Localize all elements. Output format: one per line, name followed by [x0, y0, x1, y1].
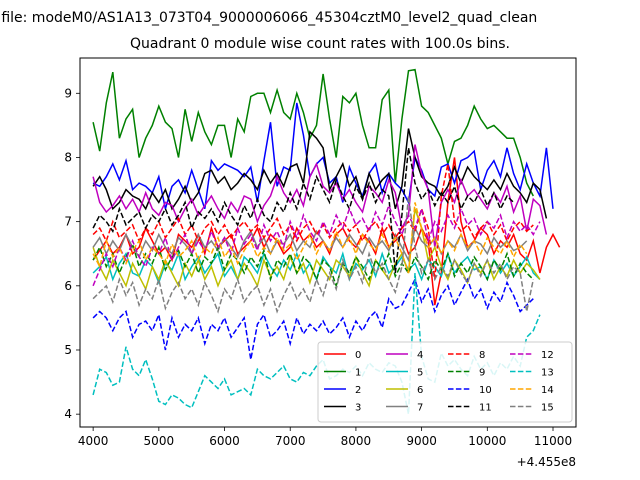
legend-label-10: 10	[479, 385, 492, 396]
legend-label-9: 9	[479, 368, 485, 379]
series-line-4	[92, 144, 548, 248]
series-line-1	[92, 68, 534, 197]
x-tick-label: 5000	[144, 434, 175, 448]
legend-label-1: 1	[355, 368, 361, 379]
x-tick-label: 9000	[406, 434, 437, 448]
x-tick-label: 7000	[275, 434, 306, 448]
x-tick-label: 10000	[468, 434, 506, 448]
y-tick-label: 5	[64, 343, 72, 357]
y-tick-label: 4	[64, 407, 72, 421]
series-line-14	[92, 202, 528, 274]
legend-label-4: 4	[417, 350, 423, 361]
series-line-12	[92, 203, 541, 287]
legend-label-11: 11	[479, 403, 492, 414]
x-tick-label: 11000	[534, 434, 572, 448]
series-line-10	[92, 277, 534, 360]
plot-frame	[79, 57, 577, 428]
legend-label-13: 13	[541, 368, 554, 379]
x-tick-label: 8000	[341, 434, 372, 448]
y-tick-label: 6	[64, 279, 72, 293]
x-offset-label: +4.455e8	[517, 455, 576, 469]
y-tick-label: 8	[64, 150, 72, 164]
x-tick-label: 6000	[209, 434, 240, 448]
legend-box	[317, 341, 573, 423]
legend-label-5: 5	[417, 368, 423, 379]
series-layer	[92, 68, 561, 415]
series-line-3	[92, 128, 548, 219]
y-tick-label: 9	[64, 86, 72, 100]
y-tick-label: 7	[64, 215, 72, 229]
axis-layer: 4000 5000 6000 7000 8000 9000 10000 11000 4 5 6 7 8 9	[64, 86, 572, 448]
series-line-2	[92, 102, 554, 210]
series-line-8	[92, 163, 534, 280]
legend-label-7: 7	[417, 403, 423, 414]
series-line-9	[92, 242, 534, 289]
chart-subtitle: Quadrant 0 module wise count rates with …	[130, 36, 510, 52]
legend-label-2: 2	[355, 385, 361, 396]
series-line-15	[92, 195, 535, 314]
legend-label-14: 14	[541, 385, 554, 396]
legend-label-12: 12	[541, 350, 554, 361]
legend-label-3: 3	[355, 403, 361, 414]
figure-title: n file: modeM0/AS1A13_073T04_9000006066_…	[0, 10, 538, 26]
legend-label-8: 8	[479, 350, 485, 361]
legend-label-0: 0	[355, 350, 361, 361]
series-line-11	[92, 147, 515, 274]
legend-label-6: 6	[417, 385, 423, 396]
x-tick-label: 4000	[78, 434, 109, 448]
legend-label-15: 15	[541, 403, 554, 414]
series-line-7	[92, 225, 528, 263]
